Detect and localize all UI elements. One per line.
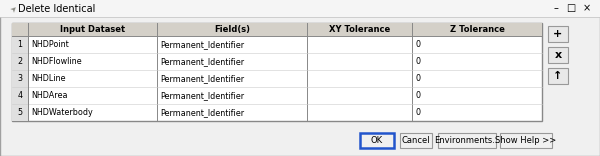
Bar <box>548 47 568 63</box>
Text: 0: 0 <box>415 40 420 49</box>
Text: ×: × <box>583 3 591 13</box>
Bar <box>12 87 28 104</box>
Text: 4: 4 <box>17 91 23 100</box>
Text: NHDWaterbody: NHDWaterbody <box>31 108 93 117</box>
Bar <box>12 53 28 70</box>
Text: Delete Identical: Delete Identical <box>18 4 95 14</box>
Text: ↑: ↑ <box>553 71 563 81</box>
Text: 1: 1 <box>17 40 23 49</box>
Text: +: + <box>553 29 563 39</box>
Bar <box>0 0 600 17</box>
Bar <box>12 23 542 121</box>
Text: –: – <box>554 3 559 13</box>
Text: Permanent_Identifier: Permanent_Identifier <box>160 40 244 49</box>
Bar <box>12 104 28 121</box>
Text: Show Help >>: Show Help >> <box>496 136 557 145</box>
Text: NHDLine: NHDLine <box>31 74 65 83</box>
Text: NHDArea: NHDArea <box>31 91 67 100</box>
Text: Environments...: Environments... <box>434 136 500 145</box>
Bar <box>360 133 394 148</box>
Bar <box>548 26 568 42</box>
Text: OK: OK <box>371 136 383 145</box>
Text: XY Tolerance: XY Tolerance <box>329 25 390 34</box>
Text: x: x <box>554 50 562 60</box>
Text: Permanent_Identifier: Permanent_Identifier <box>160 108 244 117</box>
Text: Cancel: Cancel <box>401 136 430 145</box>
Bar <box>12 23 542 36</box>
Text: 0: 0 <box>415 91 420 100</box>
Bar <box>12 70 28 87</box>
Text: 0: 0 <box>415 108 420 117</box>
Text: Z Tolerance: Z Tolerance <box>449 25 505 34</box>
Text: 2: 2 <box>17 57 23 66</box>
Text: Field(s): Field(s) <box>214 25 250 34</box>
Text: 3: 3 <box>17 74 23 83</box>
Text: Permanent_Identifier: Permanent_Identifier <box>160 91 244 100</box>
Text: Permanent_Identifier: Permanent_Identifier <box>160 74 244 83</box>
Text: 0: 0 <box>415 74 420 83</box>
Bar <box>548 68 568 84</box>
Bar <box>438 133 496 148</box>
Text: □: □ <box>566 3 575 13</box>
Text: NHDPoint: NHDPoint <box>31 40 69 49</box>
Bar <box>12 36 28 53</box>
Text: 5: 5 <box>17 108 23 117</box>
Bar <box>400 133 432 148</box>
Bar <box>500 133 552 148</box>
Text: 0: 0 <box>415 57 420 66</box>
Text: ➤: ➤ <box>8 4 19 15</box>
Text: Input Dataset: Input Dataset <box>60 25 125 34</box>
Text: NHDFlowline: NHDFlowline <box>31 57 82 66</box>
Text: Permanent_Identifier: Permanent_Identifier <box>160 57 244 66</box>
